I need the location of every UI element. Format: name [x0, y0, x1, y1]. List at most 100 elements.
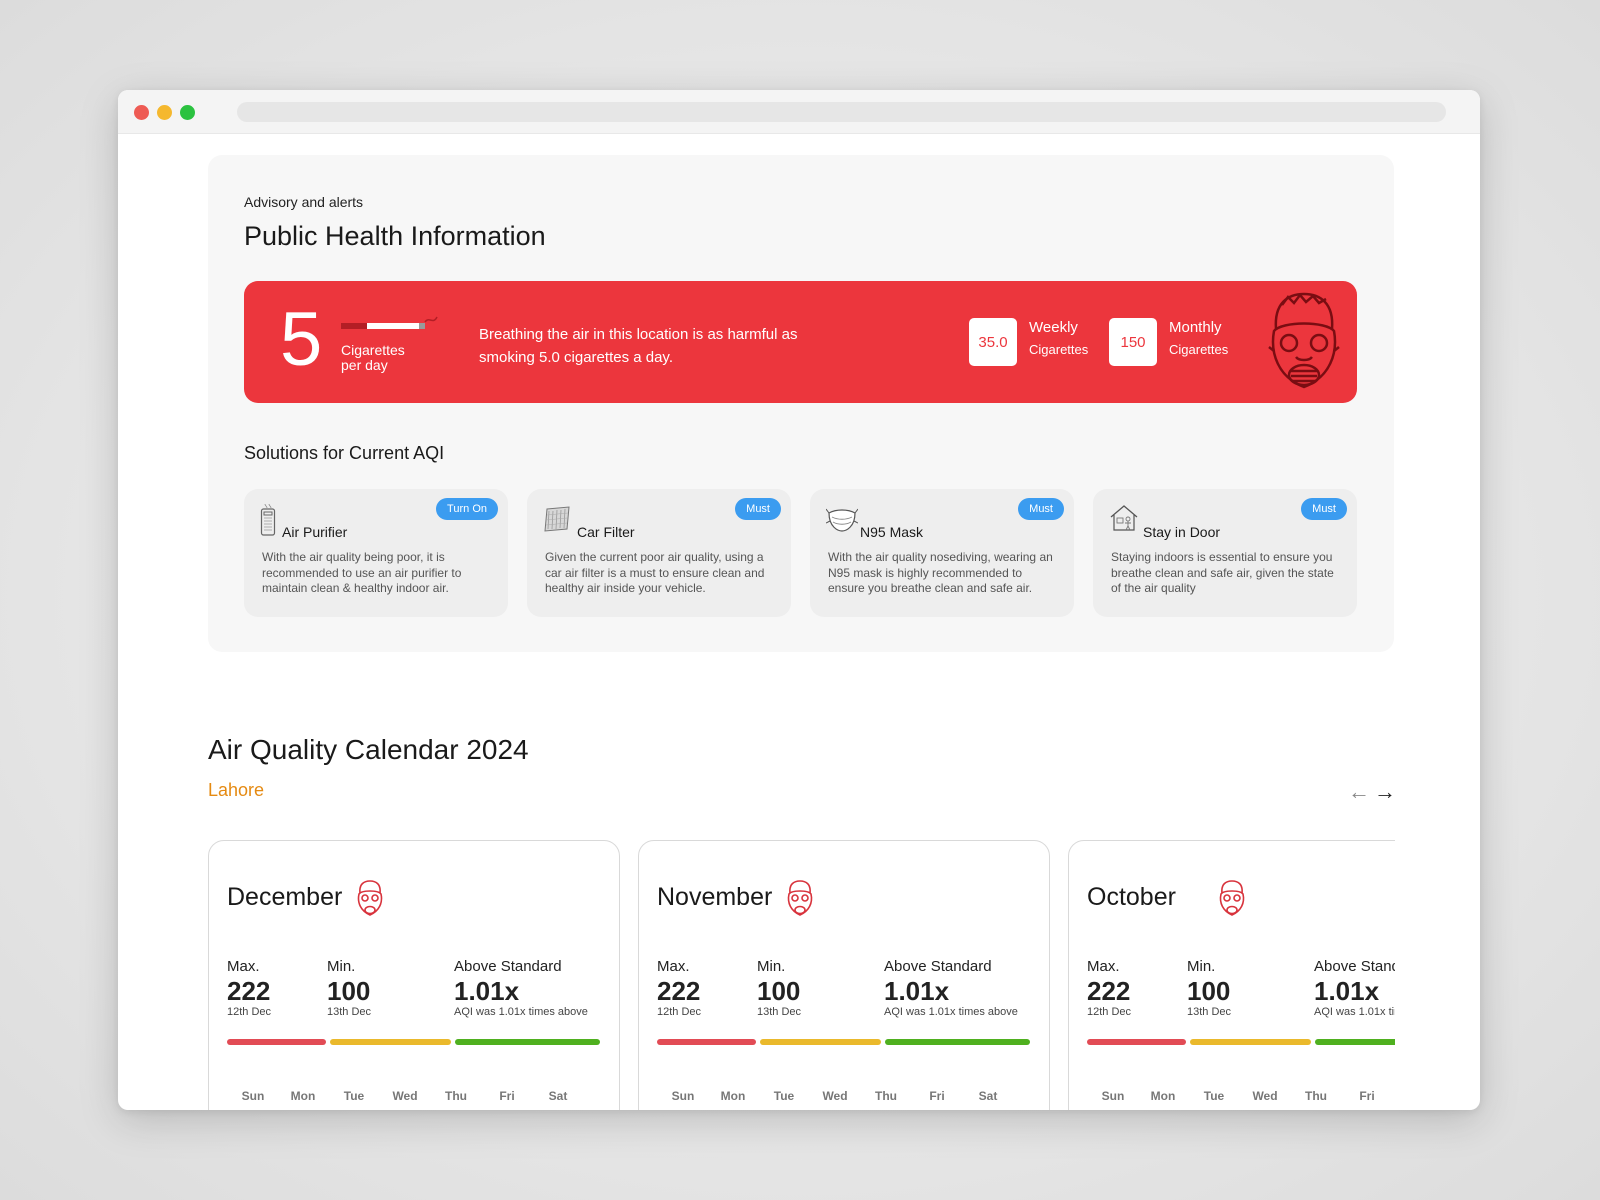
max-value: 222 [657, 976, 701, 1006]
cigarettes-label-line1: Cigarettes [341, 342, 405, 358]
weekday-label: Tue [343, 1089, 365, 1103]
max-date: 12th Dec [227, 1006, 272, 1018]
browser-window: Advisory and alerts Public Health Inform… [118, 90, 1480, 1110]
aqi-scale-green [885, 1039, 1030, 1045]
address-bar[interactable] [237, 102, 1446, 122]
weekday-label: Mon [1150, 1089, 1176, 1103]
close-window-button[interactable] [134, 105, 149, 120]
aqi-scale-green [1315, 1039, 1395, 1045]
above-standard-label: Above Standard [1314, 958, 1395, 975]
cigarettes-per-day-value: 5 [280, 297, 323, 382]
monthly-sub-label: Cigarettes [1169, 342, 1229, 357]
max-value: 222 [227, 976, 271, 1006]
solution-title: Air Purifier [282, 524, 348, 540]
cigarette-equivalent-banner: 5 Cigarettes per day Breathing the air i… [244, 281, 1357, 403]
gas-mask-icon [355, 879, 385, 922]
solution-description: Staying indoors is essential to ensure y… [1111, 550, 1334, 595]
car-filter-icon [544, 506, 570, 532]
weekday-label: Fri [499, 1089, 515, 1103]
above-standard-value: 1.01x [884, 976, 950, 1006]
weekday-label: Mon [720, 1089, 746, 1103]
month-name: December [227, 883, 343, 911]
solution-badge[interactable]: Turn On [436, 498, 498, 520]
solution-badge[interactable]: Must [1018, 498, 1064, 520]
solution-badge[interactable]: Must [735, 498, 781, 520]
weekday-label: Thu [1305, 1089, 1327, 1103]
above-standard-note: AQI was 1.01x times above [1314, 1006, 1395, 1018]
min-label: Min. [1187, 958, 1216, 975]
month-cards-carousel: December Max. 222 12th Dec Min. 100 13th Dec Ab… [208, 840, 1395, 1110]
calendar-prev-arrow-icon[interactable]: ← [1348, 779, 1370, 804]
cigarettes-per-day-label: Cigarettes per day [341, 343, 431, 373]
month-name: November [657, 883, 773, 911]
min-value: 100 [327, 976, 371, 1006]
calendar-title: Air Quality Calendar 2024 [208, 734, 529, 765]
max-date: 12th Dec [657, 1006, 702, 1018]
aqi-scale-yellow [760, 1039, 881, 1045]
min-date: 13th Dec [327, 1006, 372, 1018]
solution-card-stay-indoor[interactable]: Stay in Door Must Staying indoors is ess… [1093, 489, 1357, 617]
above-standard-note: AQI was 1.01x times above [454, 1006, 588, 1018]
weekday-label: Tue [773, 1089, 795, 1103]
solution-title: N95 Mask [860, 524, 924, 540]
air-purifier-icon [260, 503, 276, 536]
above-standard-value: 1.01x [454, 976, 520, 1006]
weekday-label: Sun [671, 1089, 695, 1103]
solution-card-car-filter[interactable]: Car Filter Must Given the current poor a… [527, 489, 791, 617]
weekday-label: Fri [1359, 1089, 1375, 1103]
weekday-label: Sun [1101, 1089, 1125, 1103]
weekday-label: Mon [290, 1089, 316, 1103]
weekday-label: Sat [548, 1089, 568, 1103]
gas-mask-icon [1268, 292, 1340, 389]
max-label: Max. [227, 958, 260, 975]
min-label: Min. [327, 958, 356, 975]
solution-card-air-purifier[interactable]: Air Purifier Turn On With the air qualit… [244, 489, 508, 617]
browser-titlebar [118, 90, 1480, 134]
solution-description: With the air quality being poor, it is r… [262, 550, 462, 595]
solutions-title: Solutions for Current AQI [244, 443, 445, 463]
month-card[interactable]: November Max. 222 12th Dec Min. 100 13th Dec Ab… [638, 840, 1050, 1110]
weekday-label: Thu [445, 1089, 467, 1103]
calendar-next-arrow-icon[interactable]: → [1374, 779, 1396, 804]
min-label: Min. [757, 958, 786, 975]
max-label: Max. [1087, 958, 1120, 975]
cigarettes-label-line2: per day [341, 357, 388, 373]
calendar-city[interactable]: Lahore [208, 780, 265, 800]
min-date: 13th Dec [1187, 1006, 1232, 1018]
weekday-label: Fri [929, 1089, 945, 1103]
max-value: 222 [1087, 976, 1131, 1006]
weekly-cigarettes-value: 35.0 [969, 318, 1017, 366]
page-title: Public Health Information [244, 221, 546, 251]
aqi-scale-yellow [1190, 1039, 1311, 1045]
minimize-window-button[interactable] [157, 105, 172, 120]
weekday-label: Wed [1252, 1089, 1278, 1103]
aqi-scale-green [455, 1039, 600, 1045]
weekly-label: Weekly [1029, 319, 1078, 336]
cigarette-icon [341, 316, 438, 329]
weekday-label: Tue [1203, 1089, 1225, 1103]
month-name: October [1087, 883, 1176, 911]
n95-mask-icon [826, 508, 858, 532]
min-value: 100 [757, 976, 801, 1006]
solution-card-n95-mask[interactable]: N95 Mask Must With the air quality nosed… [810, 489, 1074, 617]
solution-title: Car Filter [577, 524, 635, 540]
gas-mask-icon [1217, 879, 1247, 922]
monthly-cigarettes-value: 150 [1109, 318, 1157, 366]
aqi-scale-red [657, 1039, 756, 1045]
public-health-panel: Advisory and alerts Public Health Inform… [208, 155, 1394, 652]
advisory-eyebrow: Advisory and alerts [244, 194, 364, 210]
above-standard-value: 1.01x [1314, 976, 1380, 1006]
solution-description: With the air quality nosediving, wearing… [828, 550, 1053, 595]
max-date: 12th Dec [1087, 1006, 1132, 1018]
monthly-cigarettes-label: Monthly Cigarettes [1169, 319, 1228, 357]
aqi-scale-red [227, 1039, 326, 1045]
weekday-label: Sat [978, 1089, 998, 1103]
zoom-window-button[interactable] [180, 105, 195, 120]
month-card[interactable]: December Max. 222 12th Dec Min. 100 13th Dec Ab… [208, 840, 620, 1110]
solution-badge[interactable]: Must [1301, 498, 1347, 520]
weekly-sub-label: Cigarettes [1029, 342, 1089, 357]
gas-mask-icon [785, 879, 815, 922]
month-card[interactable]: October Max. 222 12th Dec Min. 100 13th Dec Abo… [1068, 840, 1395, 1110]
weekday-label: Thu [875, 1089, 897, 1103]
aqi-scale-yellow [330, 1039, 451, 1045]
